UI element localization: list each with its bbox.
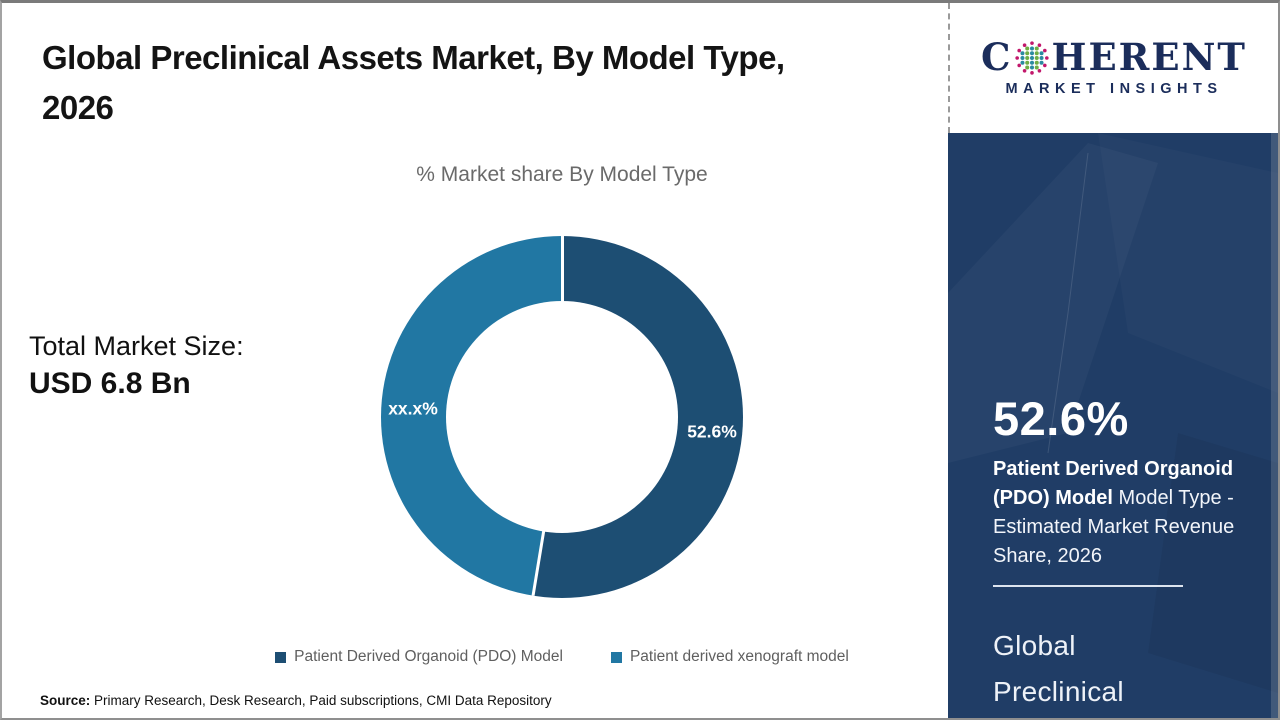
highlight-sidebar: 52.6% Patient Derived Organoid (PDO) Mod… — [948, 133, 1278, 718]
brand-word-start: C — [981, 35, 1013, 79]
page-title-line1: Global Preclinical Assets Market, By Mod… — [42, 39, 785, 76]
chart-legend: Patient Derived Organoid (PDO) Model Pat… — [172, 648, 952, 666]
total-market-size-label: Total Market Size: — [29, 331, 244, 361]
donut-chart: xx.x% 52.6% — [381, 236, 743, 598]
brand-wordmark: C — [981, 39, 1247, 76]
legend-marker-xenograft — [610, 651, 622, 663]
chart-subtitle: % Market share By Model Type — [416, 163, 708, 186]
brand-tagline: MARKET INSIGHTS — [1005, 81, 1223, 97]
source-label: Source: — [40, 693, 91, 708]
sidebar-stat-segment-context: Model Type - Estimated Market Revenue Sh… — [993, 487, 1235, 567]
source-text: Primary Research, Desk Research, Paid su… — [90, 693, 552, 708]
sidebar-stat-value: 52.6% — [993, 392, 1129, 445]
sidebar-edge-shade — [1271, 133, 1278, 718]
legend-label-pdo: Patient Derived Organoid (PDO) Model — [294, 648, 563, 665]
sidebar-stat-segment-name: Patient Derived Organoid (PDO) Model — [993, 458, 1234, 509]
source-line: Source: Primary Research, Desk Research,… — [40, 693, 552, 708]
legend-marker-pdo — [275, 651, 287, 663]
total-market-size-value: USD 6.8 Bn — [29, 367, 191, 400]
brand-logo: C — [948, 3, 1278, 133]
sidebar-divider — [993, 585, 1183, 587]
legend-item-xenograft: Patient derived xenograft model — [610, 648, 849, 666]
slice-label-pdo: 52.6% — [687, 421, 737, 442]
legend-item-pdo: Patient Derived Organoid (PDO) Model — [275, 648, 563, 666]
legend-label-xenograft: Patient derived xenograft model — [629, 648, 849, 665]
slice-label-xenograft: xx.x% — [388, 398, 438, 419]
globe-icon — [1015, 40, 1050, 75]
donut-hole — [446, 301, 678, 533]
page-title-line2: 2026 — [42, 89, 114, 126]
sidebar-market-name: Global Preclinical Assets Market — [993, 630, 1124, 707]
brand-word-end: HERENT — [1051, 35, 1247, 79]
total-market-size: Total Market Size: USD 6.8 Bn — [29, 328, 244, 404]
page-title: Global Preclinical Assets Market, By Mod… — [42, 33, 942, 133]
sidebar-stat-description: Patient Derived Organoid (PDO) Model Mod… — [993, 455, 1251, 571]
